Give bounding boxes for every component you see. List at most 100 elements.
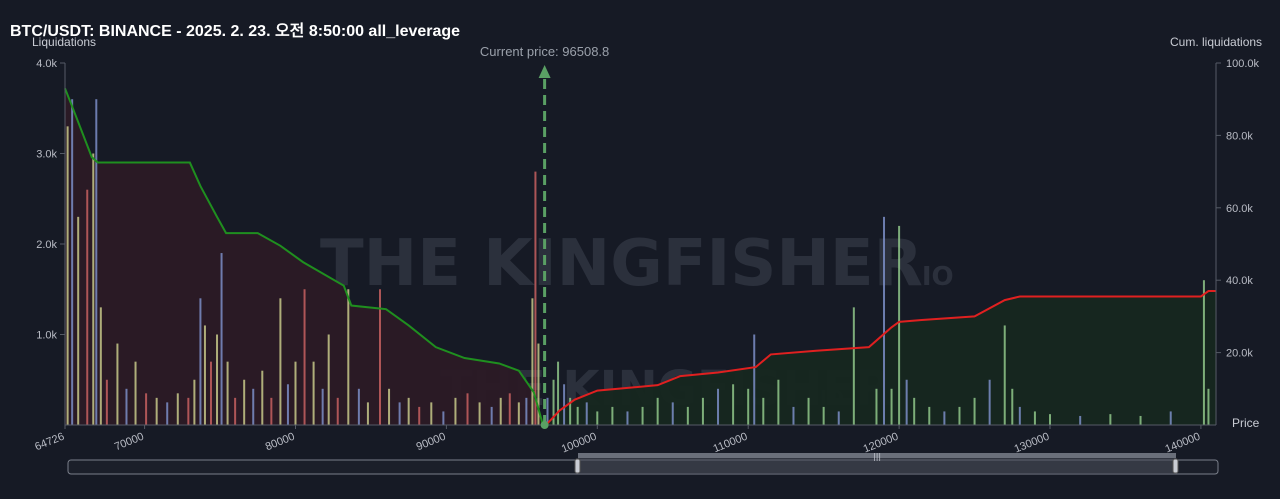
liquidation-bar [209,361,212,425]
liquidation-bar [499,397,502,425]
y2-tick-label: 80.0k [1226,130,1253,142]
liquidation-bar [943,411,946,425]
x-tick-label: 140000 [1163,431,1202,456]
liquidation-bar [99,307,102,425]
range-slider-right-handle[interactable] [1172,458,1179,474]
current-price-dot [540,421,549,429]
liquidation-bar [116,343,119,425]
liquidation-bar [1079,415,1082,425]
liquidation-bar [442,411,445,425]
liquidation-bar [286,384,289,425]
liquidation-bar [86,189,89,425]
liquidation-bar [1011,388,1014,425]
liquidation-bar [1202,280,1205,425]
liquidation-bar [312,361,315,425]
liquidation-bar [155,397,158,425]
liquidation-bar [552,379,555,425]
long-cumulative-area [65,88,543,425]
y2-tick-label: 60.0k [1226,203,1253,215]
liquidation-bar [193,379,196,425]
liquidation-bar [928,406,931,425]
liquidation-bar [905,379,908,425]
liquidation-bar [270,397,273,425]
current-price-arrow-icon [538,65,551,78]
liquidation-bar [243,379,246,425]
liquidation-bar [398,402,401,425]
liquidation-bar [430,402,433,425]
range-slider[interactable]: ||| [67,452,1219,475]
x-tick-label: 70000 [113,431,146,454]
liquidation-bar [596,411,599,425]
x-tick-label: 90000 [415,431,448,454]
liquidation-bar [234,397,237,425]
range-slider-left-handle[interactable] [574,458,581,474]
liquidation-bar [525,397,528,425]
liquidation-bar [105,379,108,425]
liquidation-bar [1207,388,1210,425]
watermark-main: THE KINGFISHER [320,227,923,301]
liquidation-bar [508,393,511,425]
liquidation-bar [822,406,825,425]
range-slider-grip-icon[interactable]: ||| [873,452,881,461]
x-ticks: 64726 70000 80000 90000 100000 110000 120000 13… [33,425,1202,456]
liquidation-bar [913,397,916,425]
x-tick-label: 130000 [1013,431,1052,456]
liquidation-bar [1139,415,1142,425]
liquidation-bar [454,397,457,425]
liquidation-bar [641,406,644,425]
range-slider-selection[interactable] [578,453,1176,474]
y2-tick-label: 40.0k [1226,275,1253,287]
liquidation-bar [490,406,493,425]
liquidation-bar [336,397,339,425]
liquidation-bar [701,397,704,425]
liquidation-bar [478,402,481,425]
liquidation-bar [187,397,190,425]
liquidation-bar [1109,414,1112,425]
liquidation-bar [875,388,878,425]
liquidation-bar [466,393,469,425]
liquidation-bar [303,289,306,425]
liquidation-bar [973,397,976,425]
x-axis-label: Price [1232,416,1260,430]
liquidation-bar [732,384,735,425]
liquidation-bar [294,361,297,425]
x-tick-label: 100000 [560,431,599,456]
current-price-marker: Current price: 96508.8 [480,44,609,429]
y2-tick-label: 100.0k [1226,58,1260,70]
liquidation-bar [837,411,840,425]
liquidation-bar [357,388,360,425]
y2-tick-label: 20.0k [1226,348,1253,360]
liquidation-bar [77,216,80,425]
liquidation-bar [534,171,537,425]
liquidation-bar [134,361,137,425]
liquidation-bar [988,379,991,425]
liquidation-bar [792,406,795,425]
liquidation-bar [852,307,855,425]
range-slider-top-bar[interactable] [578,453,1176,458]
liquidation-bar [1049,414,1052,425]
liquidation-bar [585,402,588,425]
short-cumulative-line [545,290,1216,426]
liquidation-bar [890,388,893,425]
liquidation-bar [611,406,614,425]
liquidation-bar [327,334,330,425]
current-price-label: Current price: 96508.8 [480,44,609,59]
cumulative-lines [64,87,1216,426]
liquidation-bar [762,397,765,425]
liquidation-bar [199,298,202,425]
liquidation-bar [418,406,421,425]
liquidation-bar [563,384,566,425]
liquidation-bar [531,298,534,425]
liquidation-bar [261,370,264,425]
liquidation-bar [557,361,560,425]
y-ticks: 4.0k 3.0k 2.0k 1.0k [36,58,65,342]
y-tick-label: 3.0k [36,149,57,161]
liquidation-bar [747,388,750,425]
liquidation-bar [347,289,350,425]
liquidation-bar [166,402,169,425]
liquidation-bar [92,153,95,425]
liquidation-bar [626,411,629,425]
liquidation-bar [958,406,961,425]
liquidation-bar [226,361,229,425]
